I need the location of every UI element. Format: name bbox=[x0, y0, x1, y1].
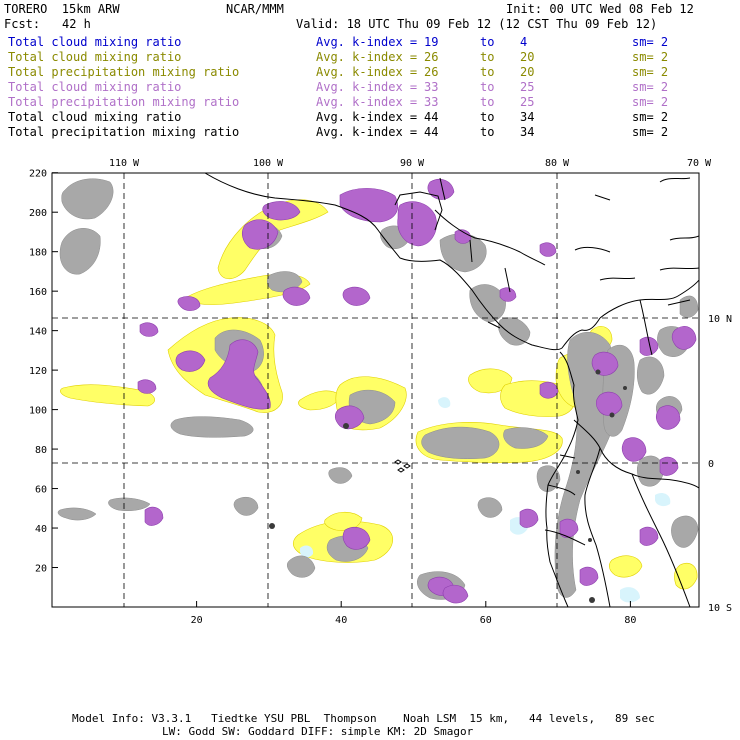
y-tick-label: 60 bbox=[35, 485, 47, 496]
init-time: Init: 00 UTC Wed 08 Feb 12 bbox=[506, 2, 694, 16]
x-tick-label: 80 bbox=[624, 615, 636, 626]
organization-label: NCAR/MMM bbox=[226, 2, 284, 16]
model-title: TORERO 15km ARW bbox=[4, 2, 120, 16]
x-tick-label: 20 bbox=[191, 615, 203, 626]
legend-to: to bbox=[480, 125, 495, 139]
legend-to: to bbox=[480, 65, 495, 79]
purple-cloud-layer bbox=[137, 179, 697, 604]
map-frame bbox=[51, 172, 700, 608]
legend-from: 19 bbox=[424, 35, 439, 49]
y-tick-label: 160 bbox=[29, 287, 47, 298]
dark-cloud-cores bbox=[269, 369, 627, 603]
forecast-label: Fcst: bbox=[4, 17, 41, 31]
legend-field: Total precipitation mixing ratio bbox=[8, 65, 240, 79]
legend-to: to bbox=[480, 95, 495, 109]
legend-stat: Avg. k-index = bbox=[316, 95, 418, 109]
coastlines bbox=[204, 173, 699, 607]
longitude-label: 110 W bbox=[109, 158, 140, 169]
legend-until: 20 bbox=[520, 50, 535, 64]
legend-to: to bbox=[480, 50, 495, 64]
legend-smoothing: sm= 2 bbox=[632, 50, 669, 64]
legend-from: 33 bbox=[424, 95, 439, 109]
y-tick-label: 40 bbox=[35, 524, 47, 535]
axis-ticks: 2040608010012014016018020022024026028030… bbox=[29, 158, 732, 626]
legend-stat: Avg. k-index = bbox=[316, 80, 418, 94]
legend-from: 26 bbox=[424, 50, 439, 64]
y-tick-label: 220 bbox=[29, 169, 47, 180]
legend-to: to bbox=[480, 110, 495, 124]
longitude-label: 70 W bbox=[687, 158, 712, 169]
physics-info: LW: Godd SW: Goddard DIFF: simple KM: 2D… bbox=[162, 725, 474, 738]
longitude-label: 90 W bbox=[400, 158, 425, 169]
legend-until: 25 bbox=[520, 95, 535, 109]
forecast-hour: 42 h bbox=[62, 17, 91, 31]
legend-until: 25 bbox=[520, 80, 535, 94]
x-tick-label: 40 bbox=[335, 615, 347, 626]
legend-until: 4 bbox=[520, 35, 528, 49]
legend-field: Total cloud mixing ratio bbox=[8, 50, 182, 64]
legend-from: 44 bbox=[424, 125, 439, 139]
longitude-label: 80 W bbox=[545, 158, 570, 169]
latitude-label: 0 bbox=[708, 459, 714, 470]
lat-lon-grid bbox=[52, 173, 699, 607]
y-tick-label: 180 bbox=[29, 248, 47, 259]
x-tick-label: 60 bbox=[480, 615, 492, 626]
legend-stat: Avg. k-index = bbox=[316, 50, 418, 64]
legend-stat: Avg. k-index = bbox=[316, 35, 418, 49]
y-tick-label: 20 bbox=[35, 564, 47, 575]
legend-field: Total cloud mixing ratio bbox=[8, 80, 182, 94]
y-tick-label: 140 bbox=[29, 327, 47, 338]
longitude-label: 100 W bbox=[253, 158, 284, 169]
legend-smoothing: sm= 2 bbox=[632, 125, 669, 139]
legend-stat: Avg. k-index = bbox=[316, 65, 418, 79]
legend-from: 44 bbox=[424, 110, 439, 124]
y-tick-label: 80 bbox=[35, 445, 47, 456]
legend-until: 34 bbox=[520, 125, 535, 139]
y-tick-label: 100 bbox=[29, 406, 47, 417]
legend-field: Total cloud mixing ratio bbox=[8, 110, 182, 124]
legend-until: 34 bbox=[520, 110, 535, 124]
legend-from: 26 bbox=[424, 65, 439, 79]
legend-smoothing: sm= 2 bbox=[632, 95, 669, 109]
y-tick-label: 120 bbox=[29, 366, 47, 377]
y-tick-label: 200 bbox=[29, 208, 47, 219]
legend-stat: Avg. k-index = bbox=[316, 110, 418, 124]
legend-to: to bbox=[480, 35, 495, 49]
legend-field: Total precipitation mixing ratio bbox=[8, 95, 240, 109]
legend-smoothing: sm= 2 bbox=[632, 65, 669, 79]
legend-smoothing: sm= 2 bbox=[632, 35, 669, 49]
valid-time: Valid: 18 UTC Thu 09 Feb 12 (12 CST Thu … bbox=[296, 17, 658, 31]
legend-field: Total cloud mixing ratio bbox=[8, 35, 182, 49]
model-info: Model Info: V3.3.1 Tiedtke YSU PBL Thomp… bbox=[72, 712, 655, 725]
legend-from: 33 bbox=[424, 80, 439, 94]
legend-stat: Avg. k-index = bbox=[316, 125, 418, 139]
latitude-label: 10 S bbox=[708, 603, 732, 614]
legend-until: 20 bbox=[520, 65, 535, 79]
legend-smoothing: sm= 2 bbox=[632, 80, 669, 94]
legend-field: Total precipitation mixing ratio bbox=[8, 125, 240, 139]
latitude-label: 10 N bbox=[708, 314, 732, 325]
legend-to: to bbox=[480, 80, 495, 94]
legend-smoothing: sm= 2 bbox=[632, 110, 669, 124]
